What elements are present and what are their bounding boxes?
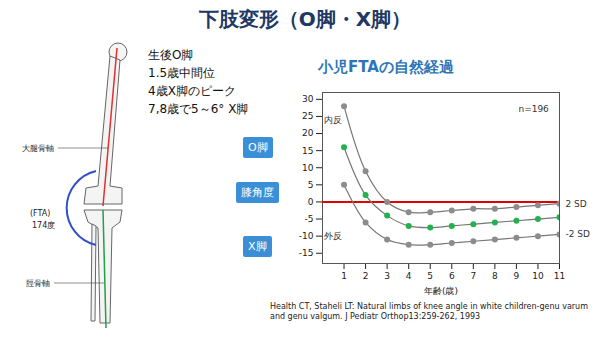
svg-text:20: 20 <box>302 128 314 138</box>
svg-text:8: 8 <box>492 271 498 281</box>
svg-text:10: 10 <box>302 163 314 173</box>
svg-text:15: 15 <box>302 146 313 156</box>
svg-text:5: 5 <box>427 271 433 281</box>
html-text:7,8歳で5～6° X脚: 7,8歳で5～6° X脚 <box>148 102 249 116</box>
svg-text:174度: 174度 <box>32 221 55 230</box>
svg-text:11: 11 <box>554 271 565 281</box>
svg-text:2 SD: 2 SD <box>566 199 587 209</box>
svg-text:0: 0 <box>308 197 314 207</box>
svg-text:6: 6 <box>449 271 455 281</box>
svg-text:脛骨軸: 脛骨軸 <box>26 279 50 288</box>
svg-text:9: 9 <box>514 271 520 281</box>
svg-text:5: 5 <box>308 180 314 190</box>
svg-text:4: 4 <box>406 271 412 281</box>
svg-text:-15: -15 <box>299 248 314 258</box>
svg-text:年齢(歳): 年齢(歳) <box>424 286 458 296</box>
html-text:1.5歳中間位: 1.5歳中間位 <box>148 66 216 80</box>
svg-text:10: 10 <box>532 271 544 281</box>
html-text:下肢変形（O脚・X脚）: 下肢変形（O脚・X脚） <box>198 7 412 31</box>
svg-text:外反: 外反 <box>324 231 342 241</box>
svg-text:-10: -10 <box>299 231 314 241</box>
svg-text:-2 SD: -2 SD <box>566 229 591 239</box>
svg-text:-5: -5 <box>305 214 314 224</box>
html-text:生後O脚: 生後O脚 <box>148 48 194 62</box>
svg-text:n=196: n=196 <box>518 104 549 114</box>
svg-text:3: 3 <box>384 271 390 281</box>
html-text:小児FTAの自然経過: 小児FTAの自然経過 <box>318 58 454 76</box>
svg-text:大腿骨軸: 大腿骨軸 <box>22 144 54 153</box>
svg-text:25: 25 <box>302 111 313 121</box>
html-text:O脚: O脚 <box>248 141 268 154</box>
svg-text:(FTA): (FTA) <box>30 209 50 218</box>
svg-text:7: 7 <box>470 271 476 281</box>
svg-text:2: 2 <box>363 271 369 281</box>
html-text:4歳X脚のピーク: 4歳X脚のピーク <box>148 84 236 98</box>
svg-text:内反: 内反 <box>324 115 342 125</box>
html-text:膝角度: 膝角度 <box>241 186 274 199</box>
html-text:X脚: X脚 <box>248 240 267 253</box>
html-text:Health CT, Staheli LT: Natural: Health CT, Staheli LT: Natural limbs of … <box>270 302 588 321</box>
svg-text:1: 1 <box>341 271 347 281</box>
svg-text:30: 30 <box>302 94 314 104</box>
